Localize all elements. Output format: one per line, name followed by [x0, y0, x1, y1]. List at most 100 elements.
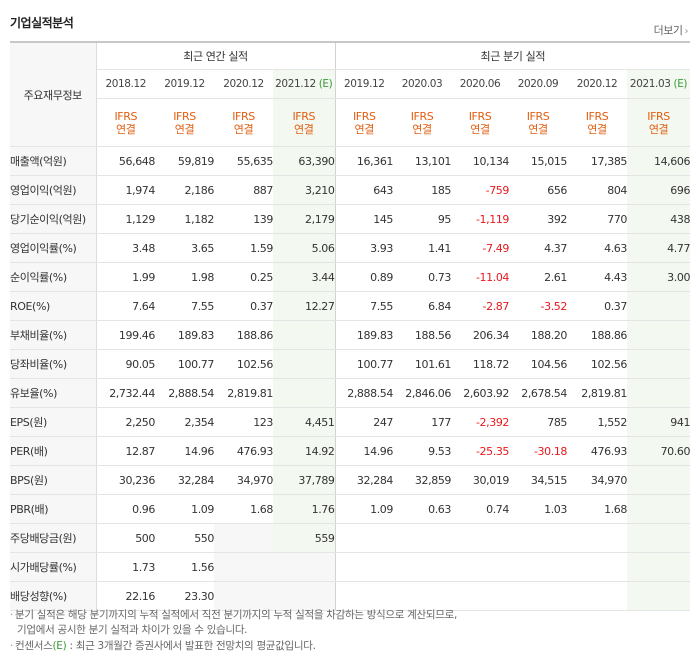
- value-cell: -25.35: [451, 436, 509, 466]
- value-cell: 189.83: [334, 320, 393, 350]
- table-row: PER(배) 12.87 14.96 476.93 14.92 14.96 9.53 -25.…: [10, 436, 690, 466]
- value-cell: -11.04: [451, 262, 509, 292]
- value-cell: [451, 581, 510, 611]
- value-cell: [393, 581, 452, 611]
- ifrs-label: IFRS: [585, 109, 609, 123]
- value-cell: 14.96: [155, 436, 214, 466]
- value-cell: 14.96: [334, 436, 393, 466]
- value-cell: 188.86: [567, 320, 627, 350]
- value-cell: 30,019: [451, 465, 509, 495]
- ifrs-header: IFRS 연결: [214, 98, 273, 147]
- consolidated-label: 연결: [116, 122, 136, 136]
- value-cell: [273, 378, 336, 408]
- value-cell: [214, 552, 273, 582]
- row-header-label: 주요재무정보: [10, 42, 97, 147]
- row-label: 주당배당금(원): [10, 523, 97, 553]
- table-row: 순이익률(%) 1.99 1.98 0.25 3.44 0.89 0.73 -11.04 2.6…: [10, 262, 690, 292]
- value-cell: [509, 523, 568, 553]
- ifrs-label: IFRS: [232, 109, 255, 123]
- value-cell: [393, 552, 452, 582]
- value-cell: 1.09: [334, 494, 393, 524]
- table-row: 유보율(%) 2,732.44 2,888.54 2,819.81 2,888.54 2,…: [10, 378, 691, 408]
- value-cell: 188.20: [509, 320, 567, 350]
- value-cell: [509, 581, 568, 611]
- value-cell: [451, 552, 510, 582]
- value-cell: 34,515: [509, 465, 567, 495]
- note-quarterly-line1: 분기 실적은 해당 분기까지의 누적 실적에서 직전 분기까지의 누적 실적을 …: [15, 609, 458, 621]
- chevron-right-icon: ›: [684, 26, 689, 37]
- value-cell: 2,678.54: [509, 378, 567, 408]
- consolidated-label: 연결: [587, 122, 607, 136]
- value-cell: 0.37: [567, 291, 627, 321]
- value-cell: 10,134: [451, 146, 509, 176]
- note-consensus-mark: (E): [52, 640, 67, 652]
- value-cell: 188.86: [214, 320, 273, 350]
- value-cell: [509, 552, 568, 582]
- value-cell: -1,119: [451, 204, 509, 234]
- ifrs-label: IFRS: [114, 109, 138, 123]
- value-cell: 90.05: [96, 349, 155, 379]
- period-label: 2020.06: [459, 78, 501, 90]
- table-row: 영업이익(억원) 1,974 2,186 887 3,210 643 185 -759 656 8…: [10, 175, 690, 205]
- value-cell: 15,015: [509, 146, 567, 176]
- period-label: 2020.12: [576, 78, 618, 90]
- value-cell: 392: [509, 204, 567, 234]
- estimate-mark: (E): [673, 78, 688, 90]
- value-cell: 12.27: [273, 291, 336, 321]
- value-cell: 95: [393, 204, 451, 234]
- ifrs-header: IFRS 연결: [393, 98, 452, 147]
- table-row: 주당배당금(원) 500 550 559: [10, 523, 691, 553]
- ifrs-header: IFRS 연결: [96, 98, 155, 147]
- consolidated-label: 연결: [354, 122, 375, 136]
- value-cell: 2,186: [155, 175, 214, 205]
- value-cell: 32,284: [155, 465, 214, 495]
- value-cell: 199.46: [96, 320, 155, 350]
- value-cell: [214, 523, 273, 553]
- value-cell: 145: [334, 204, 393, 234]
- value-cell: 887: [214, 175, 273, 205]
- value-cell: 1,129: [96, 204, 155, 234]
- value-cell: 30,236: [96, 465, 155, 495]
- ifrs-label: IFRS: [292, 109, 316, 123]
- value-cell: 941: [627, 407, 690, 437]
- period-header: 2020.06: [451, 69, 510, 99]
- value-cell: 16,361: [334, 146, 393, 176]
- value-cell: 7.64: [96, 291, 155, 321]
- value-cell: 32,859: [393, 465, 451, 495]
- table-row: 매출액(억원) 56,648 59,819 55,635 63,390 16,361 13,…: [10, 146, 690, 176]
- value-cell: 9.53: [393, 436, 451, 466]
- value-cell: 7.55: [155, 291, 214, 321]
- value-cell: 696: [627, 175, 690, 205]
- row-label: 당좌비율(%): [10, 349, 97, 379]
- value-cell: 0.89: [334, 262, 393, 292]
- row-label: 순이익률(%): [10, 262, 97, 292]
- value-cell: [627, 523, 691, 553]
- value-cell: 0.73: [393, 262, 451, 292]
- table-row: 영업이익률(%) 3.48 3.65 1.59 5.06 3.93 1.41 -7.49 4.3…: [10, 233, 690, 263]
- value-cell: 1.68: [214, 494, 273, 524]
- value-cell: 1.98: [155, 262, 214, 292]
- value-cell: 3.93: [334, 233, 393, 263]
- quarter-group-header: 최근 분기 실적: [334, 42, 691, 70]
- ifrs-header: IFRS 연결: [627, 98, 691, 147]
- ifrs-label: IFRS: [526, 109, 550, 123]
- value-cell: 4.43: [567, 262, 627, 292]
- value-cell: 188.56: [393, 320, 451, 350]
- value-cell: 1.03: [509, 494, 567, 524]
- ifrs-header: IFRS 연결: [509, 98, 568, 147]
- value-cell: 1,182: [155, 204, 214, 234]
- value-cell: [627, 291, 691, 321]
- consolidated-label: 연결: [294, 122, 314, 136]
- value-cell: 206.34: [451, 320, 509, 350]
- note-quarterly: · 분기 실적은 해당 분기까지의 누적 실적에서 직전 분기까지의 누적 실적을…: [10, 609, 458, 636]
- row-label: 부채비율(%): [10, 320, 97, 350]
- value-cell: 2,250: [96, 407, 155, 437]
- value-cell: 476.93: [567, 436, 627, 466]
- value-cell: 102.56: [214, 349, 273, 379]
- value-cell: 2,603.92: [451, 378, 509, 408]
- row-label: ROE(%): [10, 291, 97, 321]
- more-link[interactable]: 더보기 ›: [654, 22, 689, 38]
- row-label: BPS(원): [10, 465, 97, 495]
- period-label: 2020.12: [223, 78, 264, 90]
- value-cell: 104.56: [509, 349, 567, 379]
